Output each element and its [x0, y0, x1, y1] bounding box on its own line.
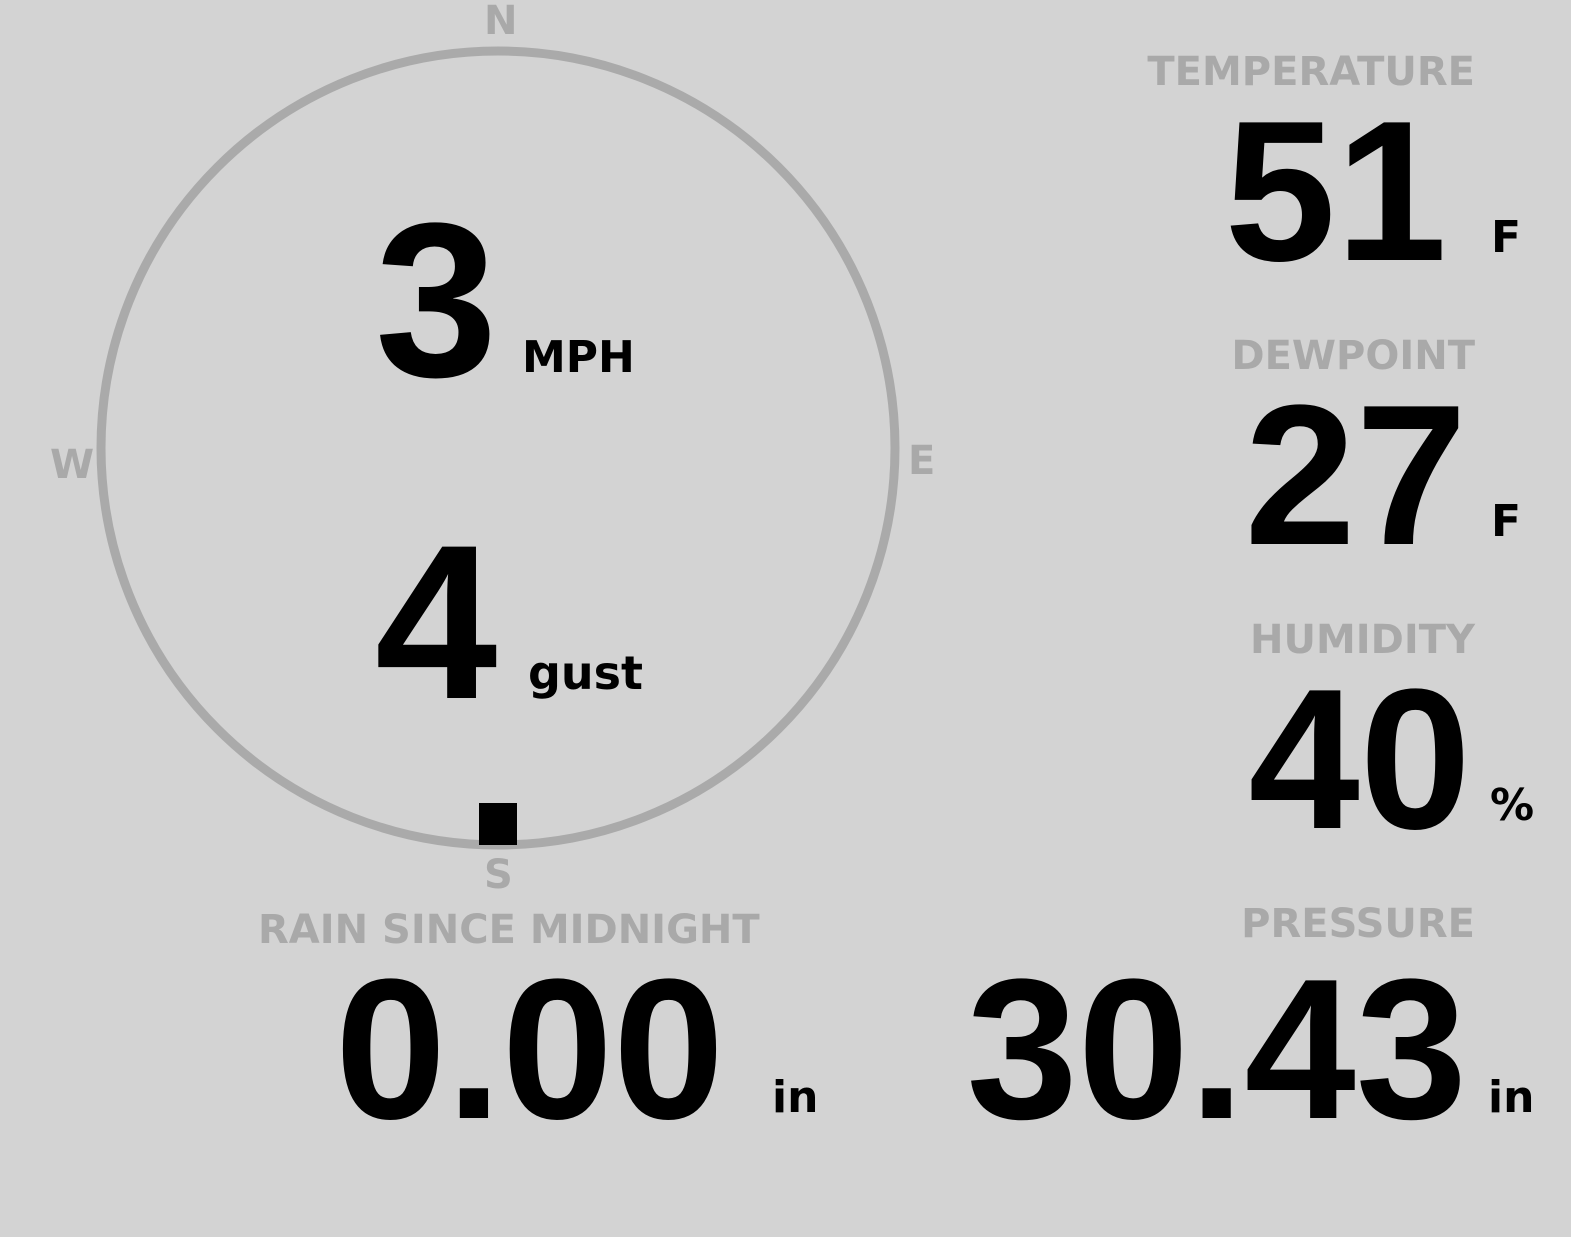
rain-unit: in — [772, 1072, 819, 1123]
wind-direction-marker — [479, 803, 517, 845]
compass-east-label: E — [908, 438, 936, 484]
temperature-label: TEMPERATURE — [1147, 49, 1475, 95]
temperature-value: 51 — [1224, 80, 1447, 303]
humidity-label: HUMIDITY — [1250, 617, 1475, 663]
dewpoint-unit: F — [1491, 496, 1522, 547]
wind-speed-value: 3 — [375, 177, 498, 423]
wind-speed-unit: MPH — [522, 332, 635, 383]
humidity-unit: % — [1490, 780, 1535, 831]
humidity-value: 40 — [1248, 648, 1471, 871]
wind-compass — [96, 46, 900, 850]
pressure-label: PRESSURE — [1241, 901, 1475, 947]
compass-ring — [96, 46, 900, 850]
dewpoint-label: DEWPOINT — [1231, 333, 1475, 379]
temperature-unit: F — [1491, 212, 1522, 263]
rain-label: RAIN SINCE MIDNIGHT — [258, 907, 760, 953]
pressure-unit: in — [1488, 1072, 1535, 1123]
dewpoint-value: 27 — [1244, 364, 1467, 587]
wind-gust-value: 4 — [375, 499, 498, 745]
compass-north-label: N — [484, 0, 518, 44]
compass-west-label: W — [50, 442, 95, 488]
compass-south-label: S — [484, 852, 513, 898]
rain-value: 0.00 — [335, 938, 725, 1161]
wind-gust-unit: gust — [528, 646, 644, 700]
pressure-value: 30.43 — [966, 938, 1468, 1161]
